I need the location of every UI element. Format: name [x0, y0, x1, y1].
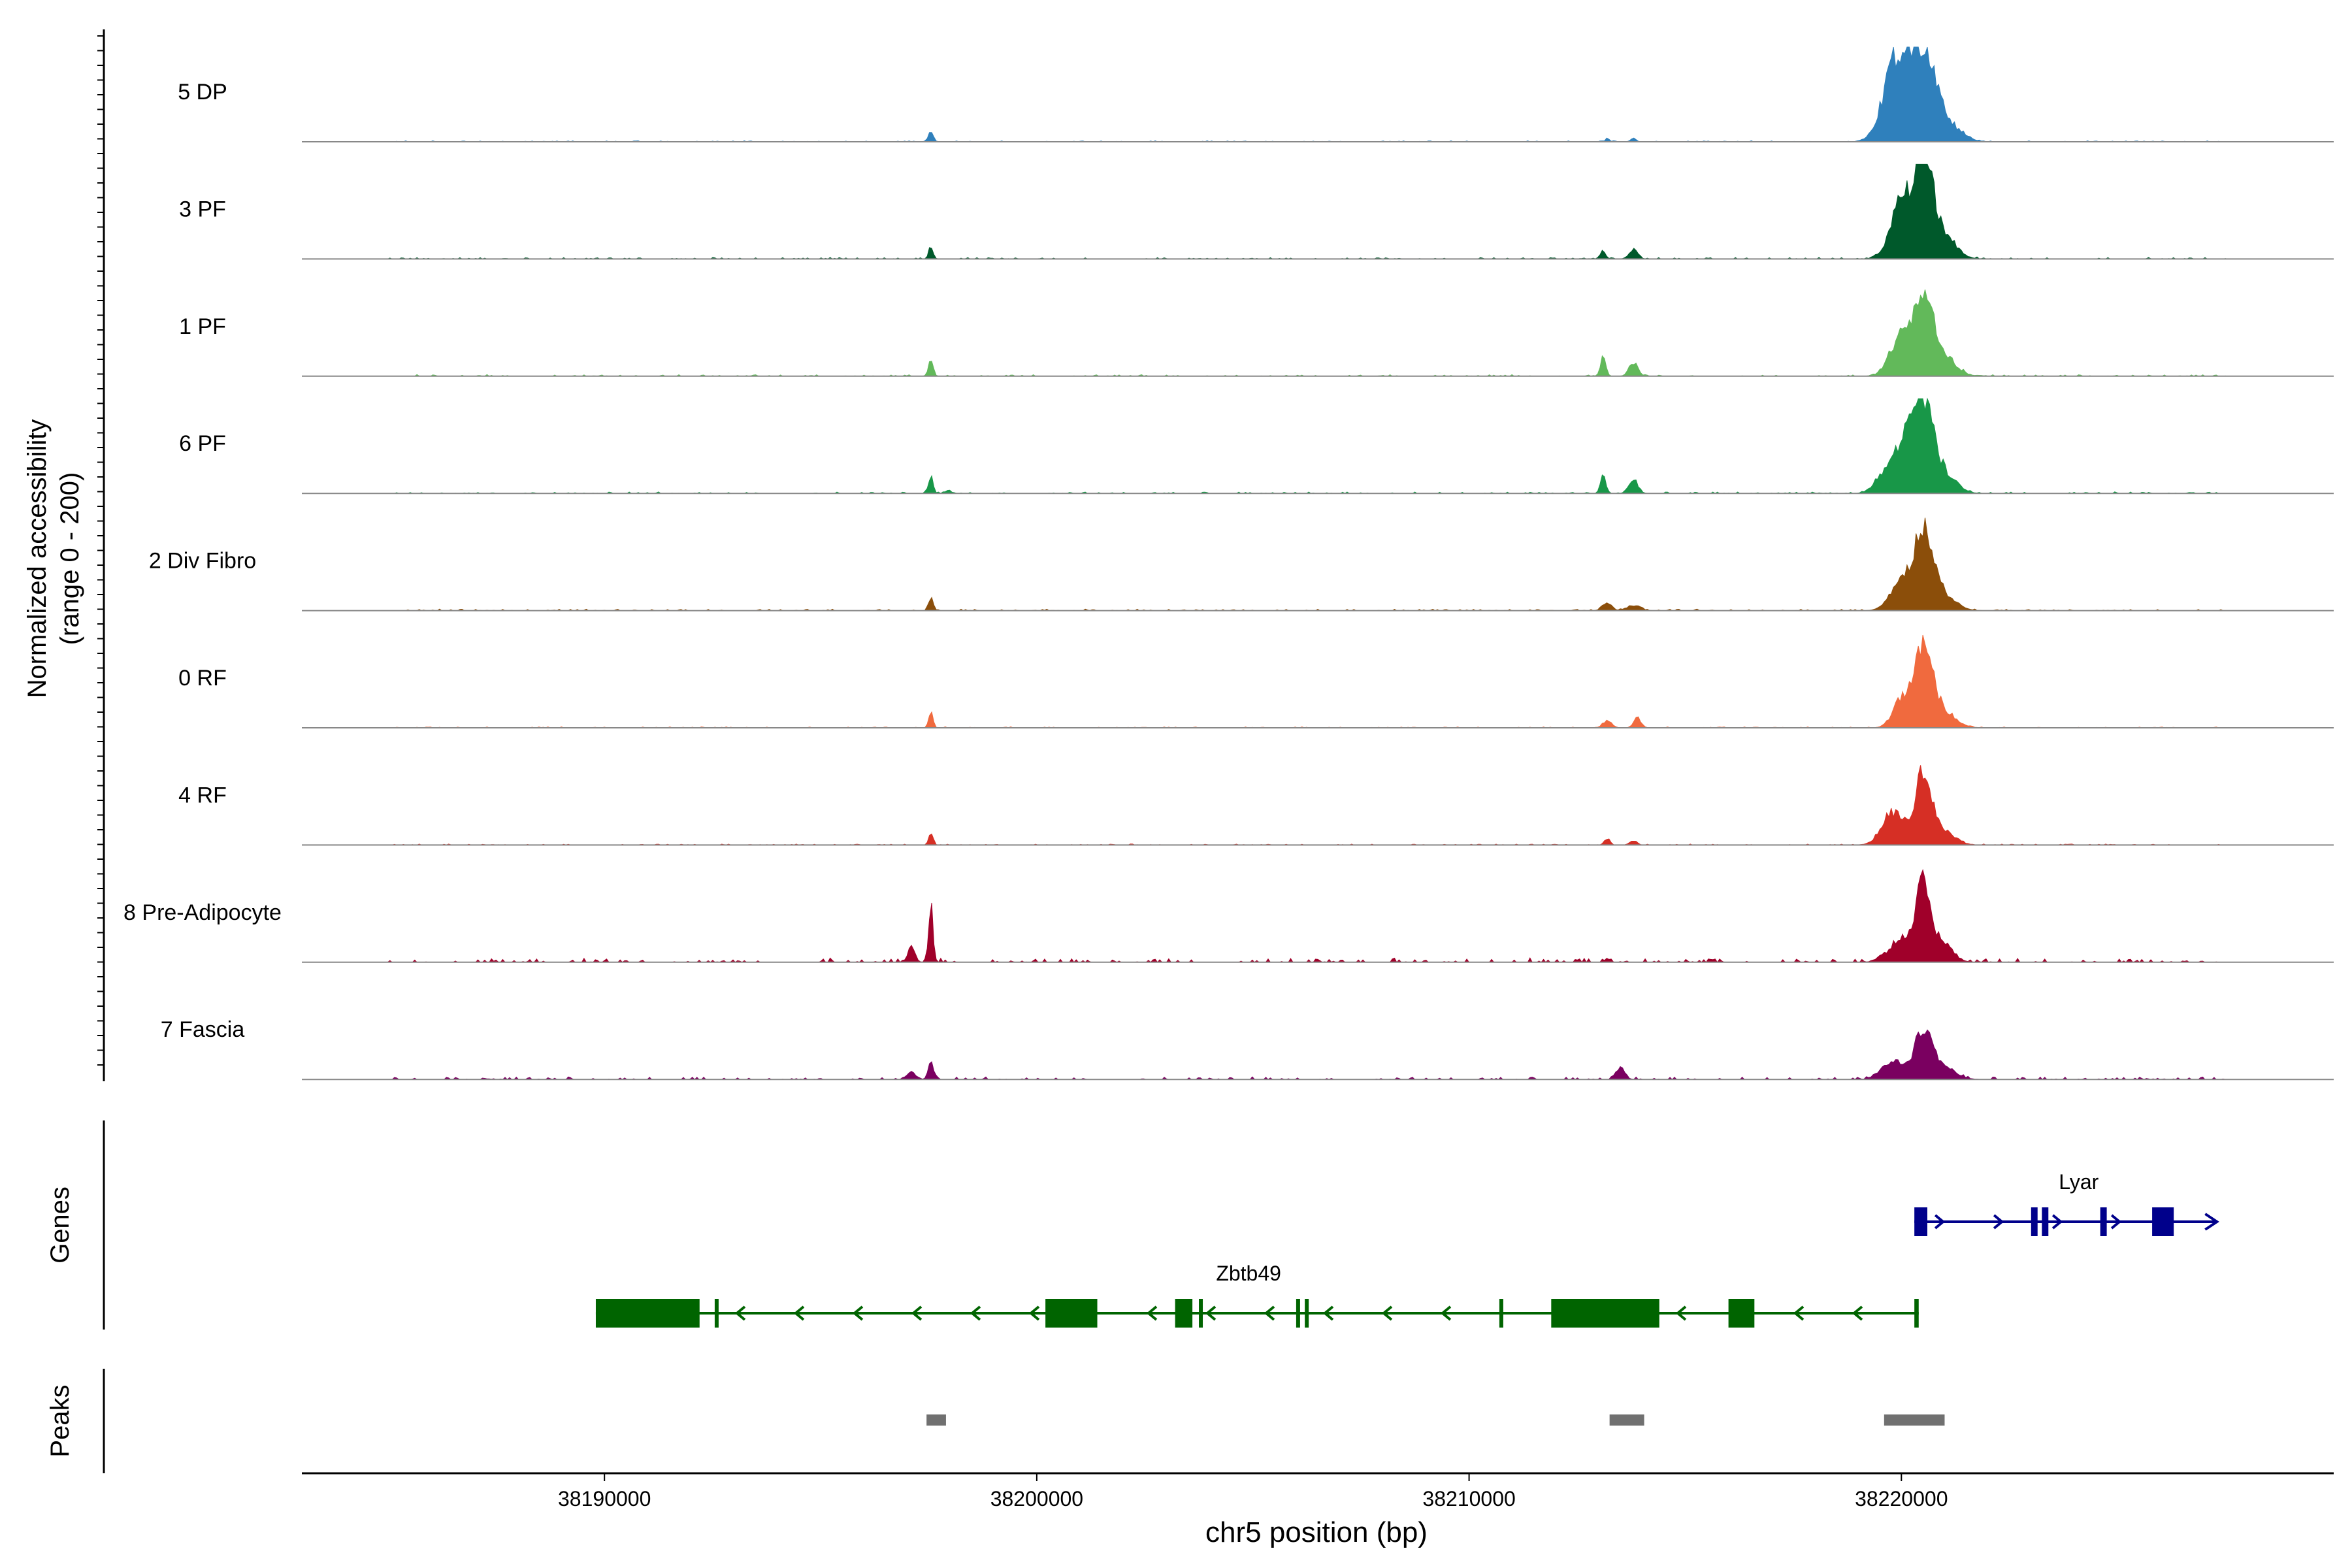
track-label: 6 PF — [179, 431, 226, 456]
gene-exon — [1305, 1299, 1309, 1328]
peak-region — [926, 1414, 946, 1426]
coverage-area — [302, 634, 2334, 728]
track-label: 5 DP — [178, 80, 227, 105]
coverage-area — [302, 397, 2334, 494]
x-tick-label: 38190000 — [558, 1487, 651, 1511]
gene-exon — [2100, 1207, 2107, 1236]
gene-exon — [1551, 1299, 1659, 1328]
gene-exon — [2042, 1207, 2049, 1236]
gene-exon — [1199, 1299, 1203, 1328]
gene-exon — [595, 1299, 700, 1328]
coverage-area — [302, 1029, 2334, 1080]
track-6: 0 RF — [178, 634, 2334, 728]
track-3: 1 PF — [179, 289, 2334, 377]
track-label: 2 Div Fibro — [149, 549, 256, 574]
gene-exon — [2031, 1207, 2038, 1236]
gene-exon — [714, 1299, 719, 1328]
strand-arrow — [1440, 1305, 1452, 1321]
strand-arrow — [1852, 1305, 1863, 1321]
accessibility-tracks: 5 DP 3 PF 1 PF 6 PF 2 Div Fibro 0 RF 4 RF 8 Pre… — [123, 46, 2334, 1081]
track-1: 5 DP — [178, 46, 2334, 142]
track-7: 4 RF — [178, 765, 2334, 846]
track-5: 2 Div Fibro — [149, 517, 2334, 612]
strand-arrow — [1934, 1214, 1946, 1230]
x-tick-label: 38210000 — [1422, 1487, 1515, 1511]
strand-arrow — [2110, 1214, 2122, 1230]
gene-lyar: Lyar — [1914, 1170, 2219, 1236]
x-tick-label: 38200000 — [990, 1487, 1083, 1511]
x-tick-label: 38220000 — [1855, 1487, 1948, 1511]
strand-arrow — [1381, 1305, 1393, 1321]
gene-exon — [1728, 1299, 1755, 1328]
strand-arrow — [2051, 1214, 2063, 1230]
genes-panel-label: Genes — [46, 1186, 74, 1264]
gene-exon — [1914, 1299, 1919, 1328]
strand-arrow-end — [2204, 1213, 2219, 1231]
coverage-area — [302, 765, 2334, 845]
strand-arrow — [852, 1305, 864, 1321]
peak-region — [1884, 1414, 1945, 1426]
track-label: 0 RF — [178, 666, 227, 691]
strand-arrow — [1146, 1305, 1158, 1321]
x-axis: 38190000 38200000 38210000 38220000 — [302, 1472, 2334, 1511]
gene-exon — [1914, 1207, 1927, 1236]
track-label: 4 RF — [178, 783, 227, 808]
gene-exon — [2152, 1207, 2174, 1236]
strand-arrow — [1322, 1305, 1334, 1321]
coverage-area — [302, 163, 2334, 259]
strand-arrow — [1028, 1305, 1040, 1321]
coverage-area — [302, 517, 2334, 612]
track-label: 7 Fascia — [161, 1017, 245, 1042]
track-4: 6 PF — [179, 397, 2334, 495]
peaks-panel-label: Peaks — [46, 1384, 74, 1457]
strand-arrow — [1675, 1305, 1687, 1321]
gene-annotations: Lyar Zbtb49 — [595, 1170, 2219, 1328]
strand-arrow — [1793, 1305, 1805, 1321]
track-2: 3 PF — [179, 163, 2334, 260]
gene-exon — [1175, 1299, 1193, 1328]
coverage-area — [302, 46, 2334, 142]
strand-arrow — [793, 1305, 805, 1321]
y-axis-label-line1: Normalized accessibility — [23, 419, 52, 698]
track-9: 7 Fascia — [161, 1017, 2334, 1081]
accessibility-y-axis — [97, 29, 105, 1081]
x-axis-label: chr5 position (bp) — [1205, 1516, 1428, 1548]
peak-regions — [926, 1414, 1945, 1426]
gene-zbtb49: Zbtb49 — [595, 1262, 1919, 1328]
gene-exon — [1045, 1299, 1098, 1328]
strand-arrow — [1993, 1214, 2004, 1230]
y-axis-label-line2: (range 0 - 200) — [56, 472, 84, 645]
gene-exon — [1296, 1299, 1300, 1328]
coverage-area — [302, 289, 2334, 377]
track-label: 3 PF — [179, 197, 226, 221]
strand-arrow — [970, 1305, 981, 1321]
gene-name-label: Lyar — [2059, 1170, 2099, 1194]
coverage-area — [302, 869, 2334, 963]
peak-region — [1609, 1414, 1644, 1426]
strand-arrow — [911, 1305, 923, 1321]
gene-name-label: Zbtb49 — [1216, 1262, 1281, 1285]
track-8: 8 Pre-Adipocyte — [123, 869, 2334, 963]
gene-exon — [1499, 1299, 1503, 1328]
strand-arrow — [734, 1305, 746, 1321]
strand-arrow — [1205, 1305, 1217, 1321]
track-label: 1 PF — [179, 314, 226, 339]
track-label: 8 Pre-Adipocyte — [123, 900, 282, 925]
strand-arrow — [1264, 1305, 1275, 1321]
